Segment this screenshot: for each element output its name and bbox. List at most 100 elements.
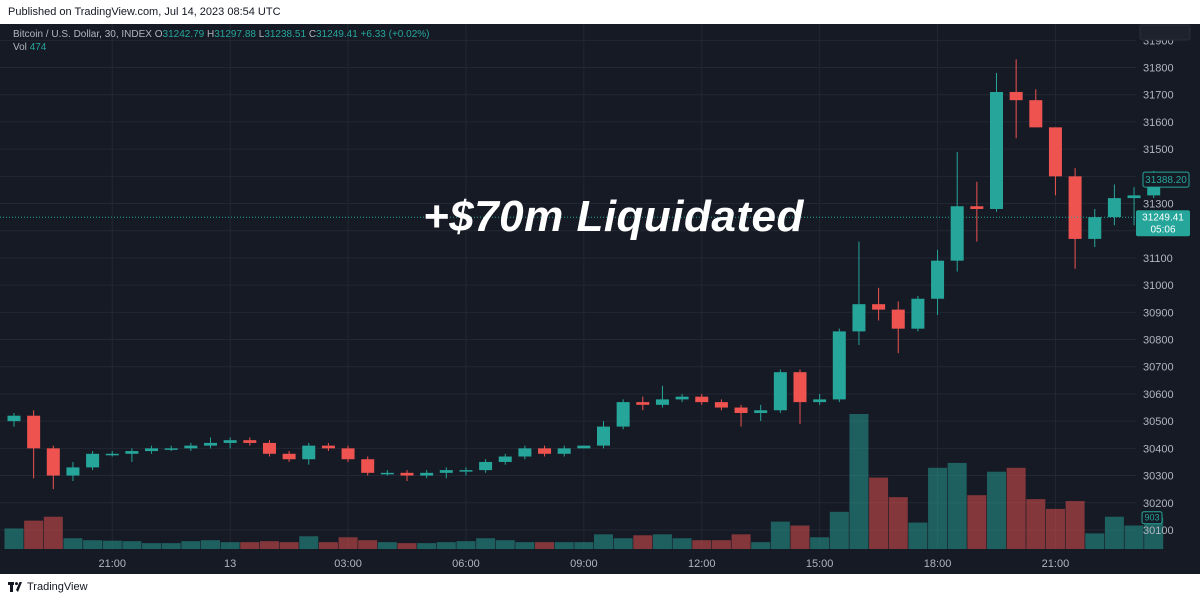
open-label: O <box>154 29 163 40</box>
price-tick-label: 31800 <box>1143 63 1174 75</box>
volume-bar <box>652 534 672 549</box>
chart-area[interactable]: 30100 30200 30300 30400 30500 30600 30700 30800… <box>0 24 1200 574</box>
liquidation-annotation: +$70m Liquidated <box>423 192 804 241</box>
volume-bar <box>633 535 653 549</box>
candle-body <box>1088 217 1102 239</box>
volume-bar <box>554 542 574 549</box>
price-axis[interactable]: 30100 30200 30300 30400 30500 30600 30700 30800… <box>1143 35 1174 537</box>
candle-body <box>832 331 846 400</box>
candle-body <box>262 442 276 454</box>
candle-body <box>675 396 689 400</box>
candle-body <box>164 448 178 450</box>
candle-body <box>636 402 650 405</box>
candle-body <box>793 372 807 403</box>
volume-bar <box>515 542 535 549</box>
volume-bars <box>4 414 1164 549</box>
volume-bar <box>142 543 162 549</box>
time-tick-label: 18:00 <box>924 558 952 570</box>
current-price-label: 31249.41 <box>1142 212 1184 223</box>
volume-bar <box>692 540 712 549</box>
volume-bar <box>161 543 181 549</box>
price-tick-label: 30300 <box>1143 471 1174 483</box>
volume-bar <box>24 520 44 549</box>
volume-bar <box>1124 525 1144 549</box>
candle-body <box>145 448 159 452</box>
price-tick-label: 30400 <box>1143 443 1174 455</box>
volume-bar <box>299 536 319 549</box>
axis-settings-box[interactable] <box>1139 24 1191 41</box>
candle-body <box>341 448 355 460</box>
candlestick-chart[interactable]: 30100 30200 30300 30400 30500 30600 30700 30800… <box>0 24 1200 574</box>
high-label: H <box>207 29 215 40</box>
volume-tag: 903 <box>1141 511 1163 525</box>
price-tick-label: 31300 <box>1143 199 1174 211</box>
volume-bar <box>869 477 889 549</box>
volume-bar <box>279 542 299 549</box>
candle-body <box>990 92 1003 209</box>
volume-bar <box>829 511 849 549</box>
candles <box>7 59 1161 490</box>
price-tick-label: 30200 <box>1143 498 1174 510</box>
time-tick-label: 13 <box>224 558 236 570</box>
volume-bar <box>967 495 987 549</box>
candle-body <box>911 298 925 329</box>
volume-bar <box>201 540 220 549</box>
candle-body <box>518 448 532 457</box>
price-tick-label: 30800 <box>1143 335 1174 347</box>
candle-body <box>400 472 414 476</box>
volume-bar <box>318 542 338 549</box>
volume-bar <box>770 521 790 549</box>
volume-bar <box>63 538 83 549</box>
candle-body <box>420 472 434 476</box>
published-header: Published on TradingView.com, Jul 14, 20… <box>0 0 1200 24</box>
volume-bar <box>358 540 378 549</box>
volume-bar <box>417 543 437 549</box>
candle-body <box>577 445 591 449</box>
volume-bar <box>594 534 613 549</box>
volume-bar <box>672 538 692 549</box>
volume-bar <box>535 542 555 549</box>
volume-bar <box>377 542 397 549</box>
candle-body <box>891 309 905 329</box>
candle-body <box>931 260 945 299</box>
candle-body <box>538 448 552 454</box>
candle-body <box>498 456 512 462</box>
volume-bar <box>613 538 633 549</box>
volume-bar <box>947 462 967 549</box>
price-tick-label: 31000 <box>1143 280 1174 292</box>
volume-bar <box>1085 533 1105 549</box>
close-label: C <box>308 29 317 40</box>
price-tick-label: 30500 <box>1143 416 1174 428</box>
time-axis[interactable]: 21:00 13 03:00 06:00 09:00 12:00 15:00 18:00 21:… <box>98 558 1069 570</box>
volume-bar <box>495 540 515 549</box>
volume-bar <box>1104 516 1124 549</box>
volume-bar <box>240 542 260 549</box>
time-tick-label: 21:00 <box>1042 558 1070 570</box>
last-price-tag: 31388.20 <box>1142 171 1190 188</box>
time-tick-label: 21:00 <box>98 558 126 570</box>
volume-bar <box>574 542 594 549</box>
price-tick-label: 30700 <box>1143 362 1174 374</box>
brand-footer: TradingView <box>0 574 1200 600</box>
candle-body <box>616 402 630 427</box>
candle-body <box>282 453 296 460</box>
candle-body <box>852 304 866 332</box>
candle-body <box>557 448 571 454</box>
volume-bar <box>4 528 24 549</box>
candle-body <box>734 407 748 413</box>
candle-body <box>950 206 964 261</box>
candle-body <box>361 459 375 473</box>
volume-bar <box>928 467 948 549</box>
candle-body <box>773 372 787 411</box>
time-tick-label: 12:00 <box>688 558 716 570</box>
candle-body <box>459 470 473 472</box>
candle-body <box>597 426 610 446</box>
time-tick-label: 03:00 <box>334 558 362 570</box>
price-tick-label: 30900 <box>1143 307 1174 319</box>
candle-body <box>321 445 335 449</box>
price-tick-label: 31700 <box>1143 90 1174 102</box>
candle-body <box>655 399 669 405</box>
volume-bar <box>338 537 358 549</box>
candle-body <box>1107 198 1121 218</box>
volume-bar <box>987 471 1006 549</box>
